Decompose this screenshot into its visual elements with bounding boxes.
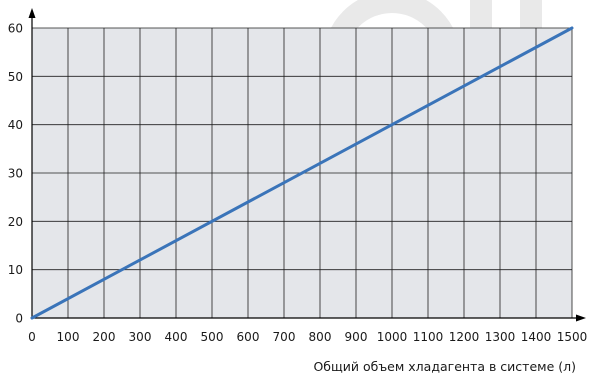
x-tick-label: 300 xyxy=(129,330,152,344)
x-tick-label: 1200 xyxy=(449,330,480,344)
x-tick-label: 400 xyxy=(165,330,188,344)
axes xyxy=(28,8,586,322)
x-tick-label: 0 xyxy=(28,330,36,344)
y-tick-labels: 0 10 20 30 40 50 60 xyxy=(8,22,23,326)
y-tick-label: 60 xyxy=(8,22,23,36)
x-tick-label: 600 xyxy=(237,330,260,344)
y-tick-label: 40 xyxy=(8,118,23,132)
x-axis-label: Общий объем хладагента в системе (л) xyxy=(313,359,576,374)
y-axis-arrow xyxy=(28,8,36,18)
series-line-1 xyxy=(30,26,574,320)
x-tick-label: 1300 xyxy=(485,330,516,344)
x-tick-label: 800 xyxy=(309,330,332,344)
x-tick-label: 500 xyxy=(201,330,224,344)
y-tick-label: 20 xyxy=(8,215,23,229)
x-tick-label: 100 xyxy=(57,330,80,344)
y-tick-label: 0 xyxy=(15,312,23,326)
y-tick-label: 30 xyxy=(8,167,23,181)
x-tick-label: 200 xyxy=(93,330,116,344)
x-tick-label: 1000 xyxy=(377,330,408,344)
y-tick-label: 10 xyxy=(8,263,23,277)
x-tick-labels: 0 100 200 300 400 500 600 700 800 900 1000 1100 1200… xyxy=(28,330,587,344)
x-tick-label: 700 xyxy=(273,330,296,344)
x-tick-label: 1500 xyxy=(557,330,588,344)
x-axis-arrow xyxy=(576,314,586,322)
x-tick-label: 900 xyxy=(345,330,368,344)
y-tick-label: 50 xyxy=(8,70,23,84)
x-tick-label: 1100 xyxy=(413,330,444,344)
series-layer xyxy=(30,26,574,320)
x-tick-label: 1400 xyxy=(521,330,552,344)
